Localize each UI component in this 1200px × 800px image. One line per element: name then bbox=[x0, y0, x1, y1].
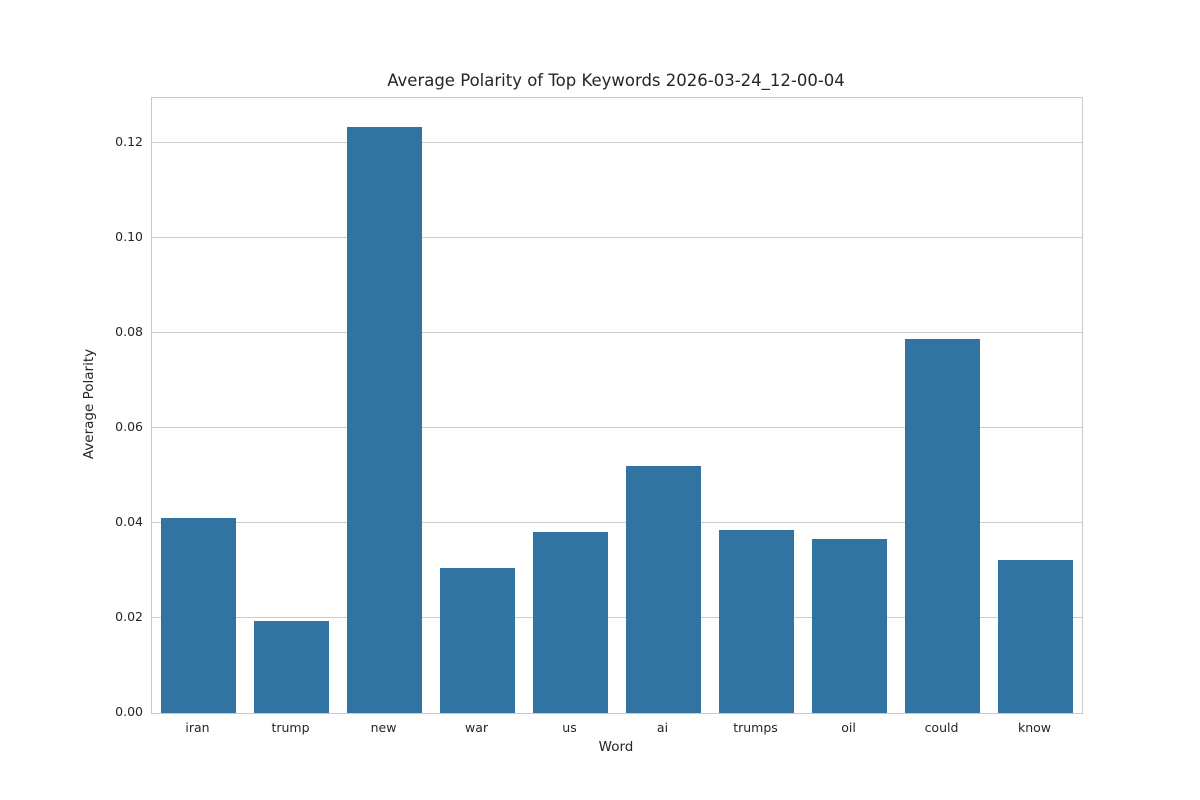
x-tick-label-know: know bbox=[1017, 720, 1052, 735]
x-tick-label-trump: trump bbox=[271, 720, 310, 735]
y-axis-label: Average Polarity bbox=[81, 348, 97, 460]
bar-oil bbox=[812, 538, 887, 713]
y-tick-label-0.10: 0.10 bbox=[115, 228, 143, 244]
bar-ai bbox=[626, 465, 701, 713]
x-tick-label-war: war bbox=[464, 720, 489, 735]
bar-iran bbox=[161, 518, 236, 713]
gridline-0.12 bbox=[152, 142, 1082, 144]
y-tick-label-0.12: 0.12 bbox=[115, 133, 143, 149]
x-axis-label: Word bbox=[598, 739, 634, 755]
gridline-0.08 bbox=[152, 332, 1082, 334]
bar-trump bbox=[254, 621, 329, 713]
gridline-0.04 bbox=[152, 522, 1082, 524]
y-tick-label-0.08: 0.08 bbox=[115, 323, 143, 339]
gridline-0.02 bbox=[152, 617, 1082, 619]
x-tick-label-oil: oil bbox=[841, 720, 856, 735]
y-tick-label-0.06: 0.06 bbox=[115, 418, 143, 434]
bar-could bbox=[905, 338, 980, 713]
x-tick-label-trumps: trumps bbox=[733, 720, 778, 735]
x-tick-label-new: new bbox=[370, 720, 397, 735]
y-tick-label-0.04: 0.04 bbox=[115, 513, 143, 529]
x-tick-label-could: could bbox=[924, 720, 959, 735]
x-tick-label-iran: iran bbox=[185, 720, 210, 735]
y-tick-label-0.00: 0.00 bbox=[115, 704, 143, 719]
plot-area bbox=[151, 97, 1083, 714]
bar-new bbox=[347, 127, 422, 713]
bar-us bbox=[533, 532, 608, 713]
y-tick-label-0.02: 0.02 bbox=[115, 608, 143, 624]
chart-title: Average Polarity of Top Keywords 2026-03… bbox=[387, 71, 845, 90]
x-tick-label-us: us bbox=[562, 720, 577, 735]
bar-know bbox=[998, 559, 1073, 713]
gridline-0.10 bbox=[152, 237, 1082, 239]
bar-trumps bbox=[719, 530, 794, 713]
x-tick-label-ai: ai bbox=[656, 720, 669, 735]
gridline-0.06 bbox=[152, 427, 1082, 429]
bar-war bbox=[440, 568, 515, 713]
